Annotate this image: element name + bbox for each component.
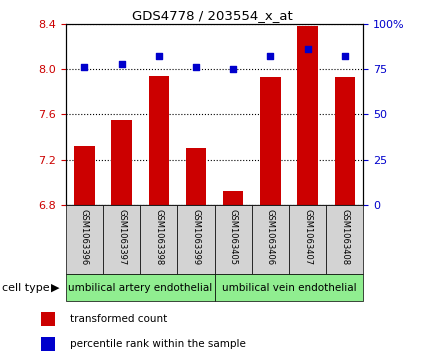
Point bbox=[341, 53, 348, 59]
Text: transformed count: transformed count bbox=[70, 314, 167, 324]
Bar bbox=[186, 148, 206, 205]
Text: GSM1063405: GSM1063405 bbox=[229, 208, 238, 265]
Text: GSM1063396: GSM1063396 bbox=[80, 208, 89, 265]
Text: GSM1063399: GSM1063399 bbox=[192, 208, 201, 265]
Bar bbox=[252, 205, 289, 274]
Point bbox=[193, 64, 199, 70]
Bar bbox=[260, 77, 281, 205]
Bar bbox=[215, 205, 252, 274]
Text: GSM1063397: GSM1063397 bbox=[117, 208, 126, 265]
Text: ▶: ▶ bbox=[51, 283, 60, 293]
Text: umbilical vein endothelial: umbilical vein endothelial bbox=[222, 283, 356, 293]
Point bbox=[230, 66, 237, 72]
Bar bbox=[66, 274, 215, 301]
Point bbox=[267, 53, 274, 59]
Bar bbox=[178, 205, 215, 274]
Text: percentile rank within the sample: percentile rank within the sample bbox=[70, 339, 245, 349]
Bar bbox=[223, 192, 244, 205]
Point bbox=[156, 53, 162, 59]
Bar bbox=[42, 337, 55, 351]
Bar bbox=[140, 205, 178, 274]
Bar bbox=[42, 312, 55, 326]
Bar bbox=[215, 274, 363, 301]
Bar bbox=[103, 205, 140, 274]
Point bbox=[304, 46, 311, 52]
Text: GSM1063398: GSM1063398 bbox=[154, 208, 163, 265]
Bar bbox=[326, 205, 363, 274]
Text: cell type: cell type bbox=[2, 283, 50, 293]
Bar bbox=[74, 146, 95, 205]
Bar bbox=[298, 26, 318, 205]
Point bbox=[118, 61, 125, 66]
Text: GSM1063408: GSM1063408 bbox=[340, 208, 349, 265]
Bar bbox=[111, 120, 132, 205]
Text: GSM1063407: GSM1063407 bbox=[303, 208, 312, 265]
Bar bbox=[149, 76, 169, 205]
Bar bbox=[66, 205, 103, 274]
Text: GDS4778 / 203554_x_at: GDS4778 / 203554_x_at bbox=[132, 9, 293, 22]
Bar bbox=[334, 77, 355, 205]
Point bbox=[81, 64, 88, 70]
Text: umbilical artery endothelial: umbilical artery endothelial bbox=[68, 283, 212, 293]
Text: GSM1063406: GSM1063406 bbox=[266, 208, 275, 265]
Bar bbox=[289, 205, 326, 274]
